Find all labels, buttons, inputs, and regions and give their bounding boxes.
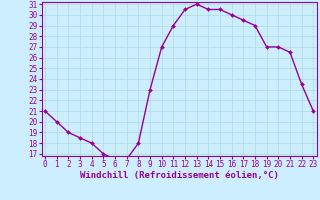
- X-axis label: Windchill (Refroidissement éolien,°C): Windchill (Refroidissement éolien,°C): [80, 171, 279, 180]
